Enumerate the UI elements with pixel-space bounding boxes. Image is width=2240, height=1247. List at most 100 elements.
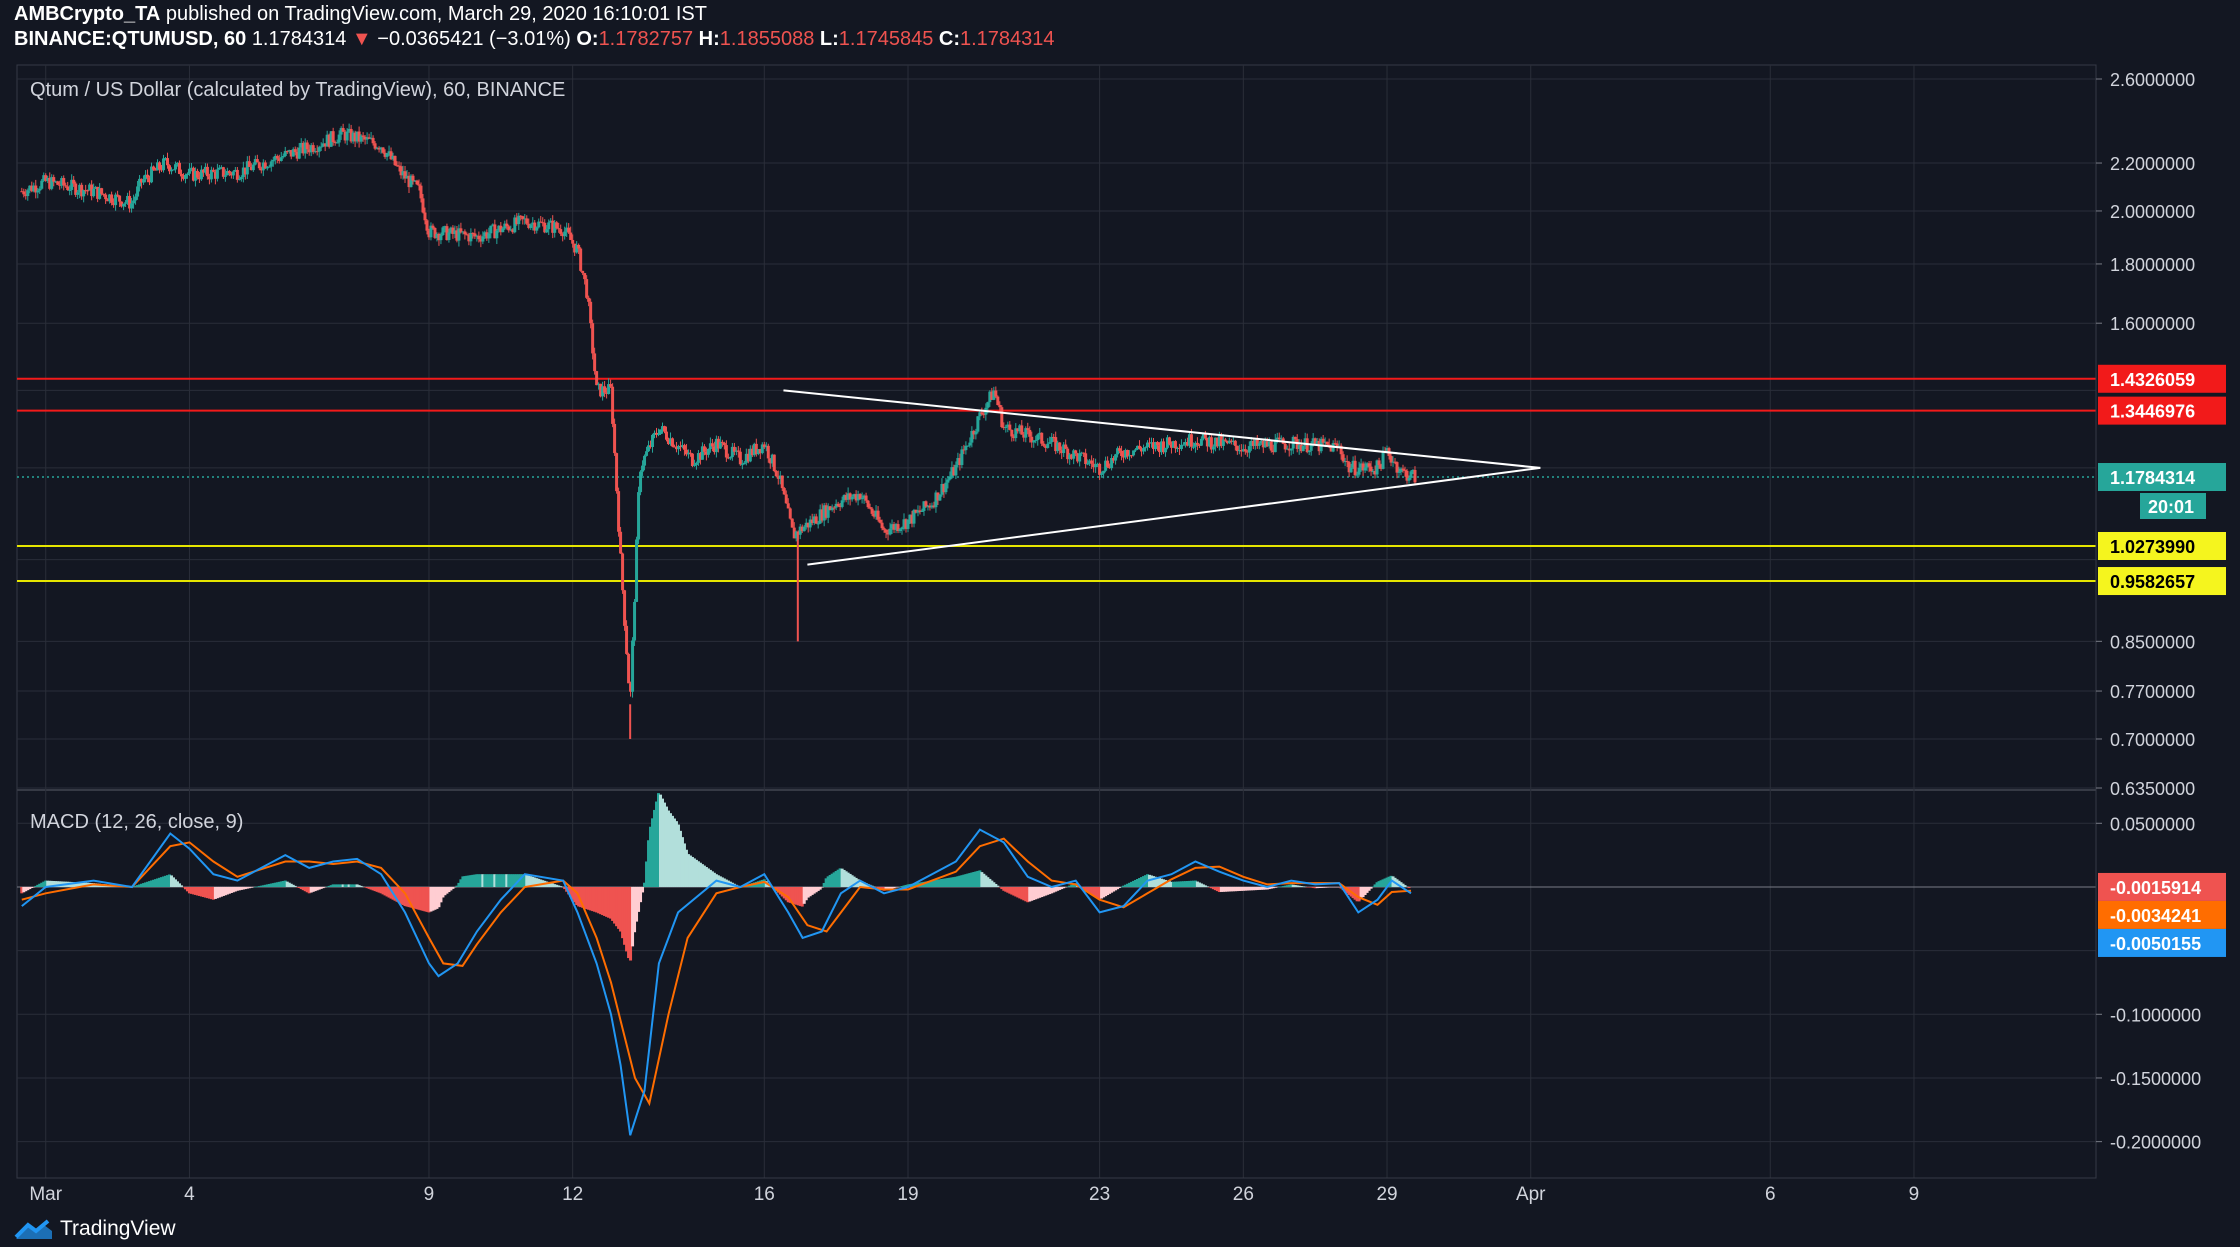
candle-body	[429, 225, 433, 238]
macd-histogram-bar	[892, 886, 896, 889]
macd-histogram-bar	[1331, 886, 1335, 888]
macd-histogram-bar	[329, 885, 333, 887]
candle-body	[162, 158, 166, 171]
candle-body	[301, 142, 305, 154]
candle-body	[505, 223, 509, 227]
candle-body	[1327, 444, 1331, 446]
macd-histogram-bar	[1199, 883, 1203, 887]
macd-histogram-bar	[1012, 886, 1016, 896]
candle-body	[92, 188, 96, 197]
macd-histogram-bar	[1072, 883, 1076, 887]
candle-body	[245, 161, 249, 175]
candle-body	[888, 528, 892, 535]
macd-histogram-bar	[684, 849, 688, 887]
macd-histogram-bar	[1155, 877, 1159, 887]
candle-body	[1148, 442, 1152, 444]
macd-histogram-bar	[792, 886, 796, 905]
macd-histogram-bar	[1405, 886, 1409, 888]
publisher-name[interactable]: AMBCrypto_TA	[14, 3, 161, 25]
candle-body	[1403, 469, 1407, 471]
macd-histogram-bar	[1154, 876, 1157, 887]
candle-body	[962, 449, 966, 451]
macd-histogram-bar	[211, 886, 215, 900]
macd-histogram-bar	[1032, 886, 1036, 901]
candle-body	[934, 492, 938, 508]
candle-body	[1269, 441, 1273, 451]
horizontal-levels[interactable]	[17, 377, 2096, 583]
time-axis-label: 29	[1376, 1184, 1397, 1205]
macd-histogram-bar	[1062, 886, 1066, 889]
macd-histogram-bar	[26, 886, 30, 891]
axes[interactable]: 2.6000000 2.2000000 2.0000000 1.8000000 1.60…	[17, 65, 2226, 1205]
candle-body	[619, 531, 623, 554]
macd-histogram-bar	[668, 813, 672, 887]
macd-histogram-bar	[926, 881, 930, 887]
candle-body	[1213, 437, 1217, 447]
price-axis-label: 0.6350000	[2110, 779, 2195, 799]
macd-histogram-bar	[1379, 880, 1383, 887]
candle-body	[261, 162, 265, 171]
candle-body	[874, 510, 878, 517]
macd-histogram-bar	[1102, 886, 1106, 898]
candle-body	[68, 189, 72, 191]
macd-histogram-bar	[657, 793, 661, 887]
macd-histogram-bar	[181, 886, 185, 888]
macd-histogram-bar	[1118, 886, 1122, 889]
candle-body	[553, 222, 557, 233]
macd-histogram-bar	[964, 874, 968, 887]
candle-body	[100, 188, 104, 194]
macd-histogram-bar	[942, 878, 946, 887]
candle-body	[375, 147, 379, 149]
candle-body	[1152, 442, 1156, 450]
candlestick-series[interactable]	[20, 123, 1417, 739]
macd-pane[interactable]	[17, 793, 2096, 1136]
macd-histogram-bar	[928, 880, 932, 887]
tradingview-footer[interactable]: TradingView	[14, 1217, 176, 1241]
macd-histogram-bar	[371, 886, 375, 891]
candle-body	[1309, 443, 1313, 451]
candle-body	[467, 234, 471, 242]
candle-body	[1229, 440, 1233, 442]
candle-body	[1018, 425, 1022, 432]
candle-body	[561, 233, 565, 237]
macd-histogram-bar	[467, 875, 471, 887]
candle-body	[50, 177, 54, 189]
candle-body	[716, 438, 720, 449]
candle-body	[1159, 441, 1163, 453]
triangle-trendlines[interactable]	[783, 389, 1541, 566]
macd-histogram-bar	[1207, 886, 1211, 888]
candle-body	[782, 488, 786, 495]
candle-body	[824, 505, 828, 518]
macd-histogram-bar	[850, 875, 854, 887]
macd-histogram-bar	[523, 874, 527, 887]
candle-body	[72, 179, 76, 184]
candle-body	[259, 168, 263, 171]
macd-histogram-bar	[621, 886, 625, 939]
candle-body	[207, 176, 211, 180]
macd-histogram-bar	[680, 837, 684, 887]
candle-body	[114, 194, 118, 206]
candle-body	[275, 156, 279, 159]
macd-histogram-bar	[1130, 881, 1134, 887]
candle-body	[655, 432, 659, 435]
candle-body	[201, 169, 205, 173]
candle-body	[307, 149, 311, 153]
candle-body	[277, 158, 281, 161]
macd-histogram-bar	[617, 886, 621, 929]
candle-body	[48, 177, 52, 189]
change-text: −0.0365421 (−3.01%)	[377, 28, 571, 50]
candle-body	[289, 150, 293, 157]
macd-histogram-bar	[443, 886, 447, 896]
candle-body	[407, 175, 411, 188]
candle-body	[491, 224, 495, 226]
chart-canvas[interactable]: 2.6000000 2.2000000 2.0000000 1.8000000 1.60…	[0, 0, 2240, 1215]
macd-histogram-bar	[1313, 886, 1317, 889]
candle-body	[22, 191, 26, 195]
level-price-label-bg	[2098, 531, 2226, 560]
macd-histogram-bar	[802, 886, 806, 904]
macd-histogram-bar	[603, 886, 607, 916]
macd-histogram-bar	[1004, 886, 1008, 892]
macd-histogram-bar	[587, 886, 591, 910]
macd-histogram-bar	[1038, 886, 1042, 898]
macd-histogram-bar	[1317, 886, 1321, 889]
